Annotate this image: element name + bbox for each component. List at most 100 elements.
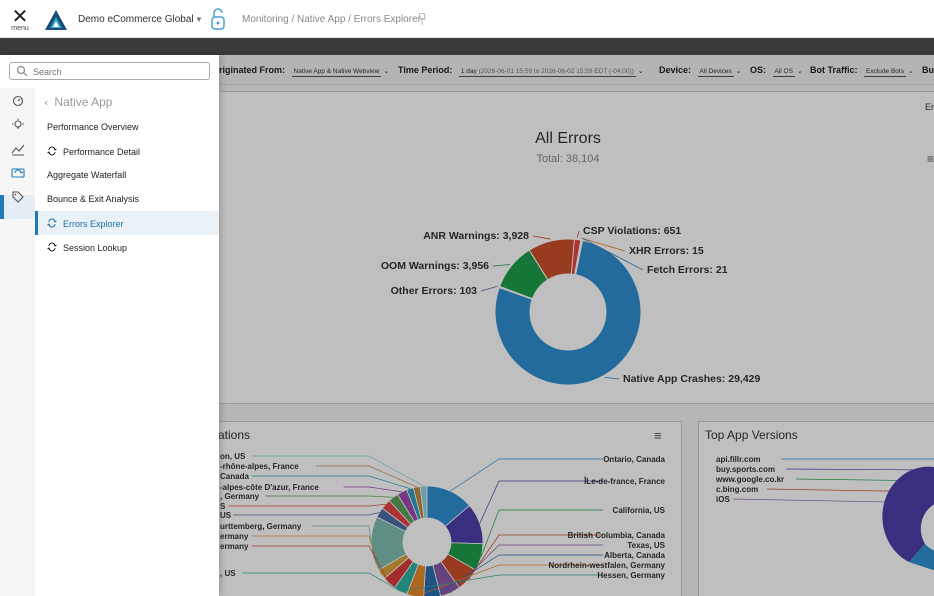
- chart-menu-icon[interactable]: ≡: [927, 152, 934, 166]
- dashboard-icon[interactable]: [11, 94, 25, 108]
- nav-item-bounce-exit-analysis[interactable]: Bounce & Exit Analysis: [35, 187, 219, 211]
- pie-data-label: US: [220, 511, 232, 520]
- pie-data-label: ermany: [220, 532, 249, 541]
- nav-item-aggregate-waterfall[interactable]: Aggregate Waterfall: [35, 163, 219, 187]
- pie-data-label: Texas, US: [627, 541, 665, 550]
- pie-slice[interactable]: [419, 485, 428, 519]
- filter-bot-traffic[interactable]: Bot Traffic: Exclude Bots ⌄: [810, 65, 914, 77]
- pie-data-label: , Germany: [220, 492, 260, 501]
- pie-slice-anr-warnings[interactable]: [528, 238, 575, 281]
- pie-leader-line: [400, 574, 603, 592]
- pie-data-label: api.fillr.com: [716, 455, 760, 464]
- app-name-selector[interactable]: Demo eCommerce Global: [78, 14, 194, 25]
- analytics-icon[interactable]: [11, 142, 25, 156]
- filter-os[interactable]: OS: All OS ⌄: [750, 65, 803, 77]
- nav-item-label: Session Lookup: [63, 243, 128, 253]
- icon-rail: [0, 88, 35, 596]
- top-bar: ✕ menu Demo eCommerce Global ▼ Monitorin…: [0, 0, 934, 38]
- chart-menu-icon[interactable]: ≡: [654, 428, 662, 443]
- nav-item-label: Performance Detail: [63, 147, 141, 157]
- pie-leader-line: [251, 455, 424, 487]
- unlock-icon[interactable]: [210, 7, 226, 31]
- nav-item-performance-overview[interactable]: Performance Overview: [35, 115, 219, 139]
- pin-icon[interactable]: [418, 13, 426, 25]
- pie-data-label: www.google.co.kr: [715, 475, 784, 484]
- pie-data-label: -rhône-alpes, France: [220, 462, 299, 471]
- toolbar-strip: [0, 38, 934, 55]
- close-menu-button[interactable]: ✕ menu: [6, 6, 34, 36]
- locations-chart: Ontario, Canada ÎLe-de-france, France Cali…: [220, 452, 666, 596]
- pie-data-label: S: [220, 502, 226, 511]
- pie-data-label: ÎLe-de-france, France: [583, 477, 665, 486]
- pie-data-label: urttemberg, Germany: [220, 522, 302, 531]
- pie-data-label: ermany: [220, 542, 249, 551]
- menu-label: menu: [11, 25, 29, 32]
- chart-title: All Errors: [535, 130, 601, 147]
- pie-data-label: , US: [220, 569, 236, 578]
- pie-leader-line: [786, 468, 934, 471]
- pie-leader-line: [480, 285, 498, 292]
- native-app-icon[interactable]: [11, 166, 25, 180]
- pie-data-label: XHR Errors: 15: [629, 245, 704, 257]
- pie-leader-line: [582, 238, 644, 271]
- pie-leader-line: [532, 235, 551, 240]
- search-input[interactable]: [9, 62, 210, 80]
- pie-leader-line: [343, 486, 403, 493]
- pie-leader-line: [415, 564, 603, 596]
- filter-originated[interactable]: Originated From: Native App & Native Web…: [212, 65, 390, 77]
- pie-data-label: Other Errors: 103: [391, 285, 478, 297]
- app-versions-title: Top App Versions: [705, 428, 798, 442]
- nav-item-session-lookup[interactable]: Session Lookup: [35, 235, 219, 259]
- pie-leader-line: [242, 572, 401, 592]
- pie-leader-line: [251, 535, 382, 575]
- refresh-icon: [47, 218, 57, 228]
- chevron-down-icon[interactable]: ▼: [195, 15, 203, 24]
- bulb-icon[interactable]: [11, 118, 25, 132]
- nav-item-label: Aggregate Waterfall: [47, 170, 127, 180]
- nav-item-errors-explorer[interactable]: Errors Explorer: [35, 211, 219, 235]
- pie-data-label: Hessen, Germany: [597, 571, 665, 580]
- pie-leader-line: [434, 554, 603, 596]
- filter-bu[interactable]: Bu: [922, 65, 934, 75]
- pie-data-label: Nordrhein-westfalen, Germany: [549, 561, 666, 570]
- pie-data-label: -alpes-côte D'azur, France: [220, 483, 319, 492]
- nav-item-label: Performance Overview: [47, 122, 139, 132]
- app-versions-chart: api.fillr.combuy.sports.comwww.google.co…: [715, 455, 934, 571]
- all-errors-chart: All Errors Total: 38,104 CSP Violations:…: [381, 130, 761, 386]
- nav-item-label: Errors Explorer: [63, 219, 124, 229]
- refresh-icon: [47, 146, 57, 156]
- pie-leader-line: [316, 465, 417, 488]
- pie-data-label: OOM Warnings: 3,956: [381, 260, 489, 272]
- nav-item-label: Bounce & Exit Analysis: [47, 194, 140, 204]
- tag-icon[interactable]: [11, 190, 25, 204]
- pie-leader-line: [251, 475, 411, 489]
- pie-data-label: buy.sports.com: [716, 465, 775, 474]
- app-versions-card: Top App Versions api.fillr.com buy.sports…: [698, 421, 934, 596]
- pie-leader-line: [576, 230, 580, 238]
- pie-data-label: British Columbia, Canada: [568, 531, 666, 540]
- chart-subtitle: Total: 38,104: [537, 153, 600, 165]
- pie-leader-line: [492, 264, 510, 267]
- pie-data-label: Fetch Errors: 21: [647, 264, 728, 276]
- breadcrumb: Monitoring / Native App / Errors Explore…: [242, 14, 421, 25]
- locations-title: ations: [218, 428, 251, 442]
- nav-back-button[interactable]: ‹ Native App: [44, 95, 112, 109]
- app-logo: [45, 10, 67, 30]
- filter-time-period[interactable]: Time Period: 1 day (2026-06-01 15:59 to …: [398, 65, 644, 77]
- pie-leader-line: [450, 458, 603, 492]
- pie-data-label: c.bing.com: [716, 485, 758, 494]
- pie-data-label: CSP Violations: 651: [583, 225, 681, 237]
- pie-slice-native-app-crashes[interactable]: [494, 239, 642, 386]
- pie-leader-line: [581, 237, 626, 252]
- pie-leader-line: [480, 509, 603, 558]
- nav-item-performance-detail[interactable]: Performance Detail: [35, 139, 219, 163]
- pie-leader-line: [311, 525, 372, 544]
- pie-leader-line: [228, 503, 386, 507]
- refresh-icon: [47, 242, 57, 252]
- pie-data-label: Canada: [220, 472, 249, 481]
- pie-data-label: iOS: [716, 495, 730, 504]
- filter-device[interactable]: Device: All Devices ⌄: [659, 65, 742, 77]
- close-icon: ✕: [11, 4, 29, 28]
- pie-leader-line: [233, 512, 380, 516]
- errors-tab-label[interactable]: Er: [925, 102, 934, 112]
